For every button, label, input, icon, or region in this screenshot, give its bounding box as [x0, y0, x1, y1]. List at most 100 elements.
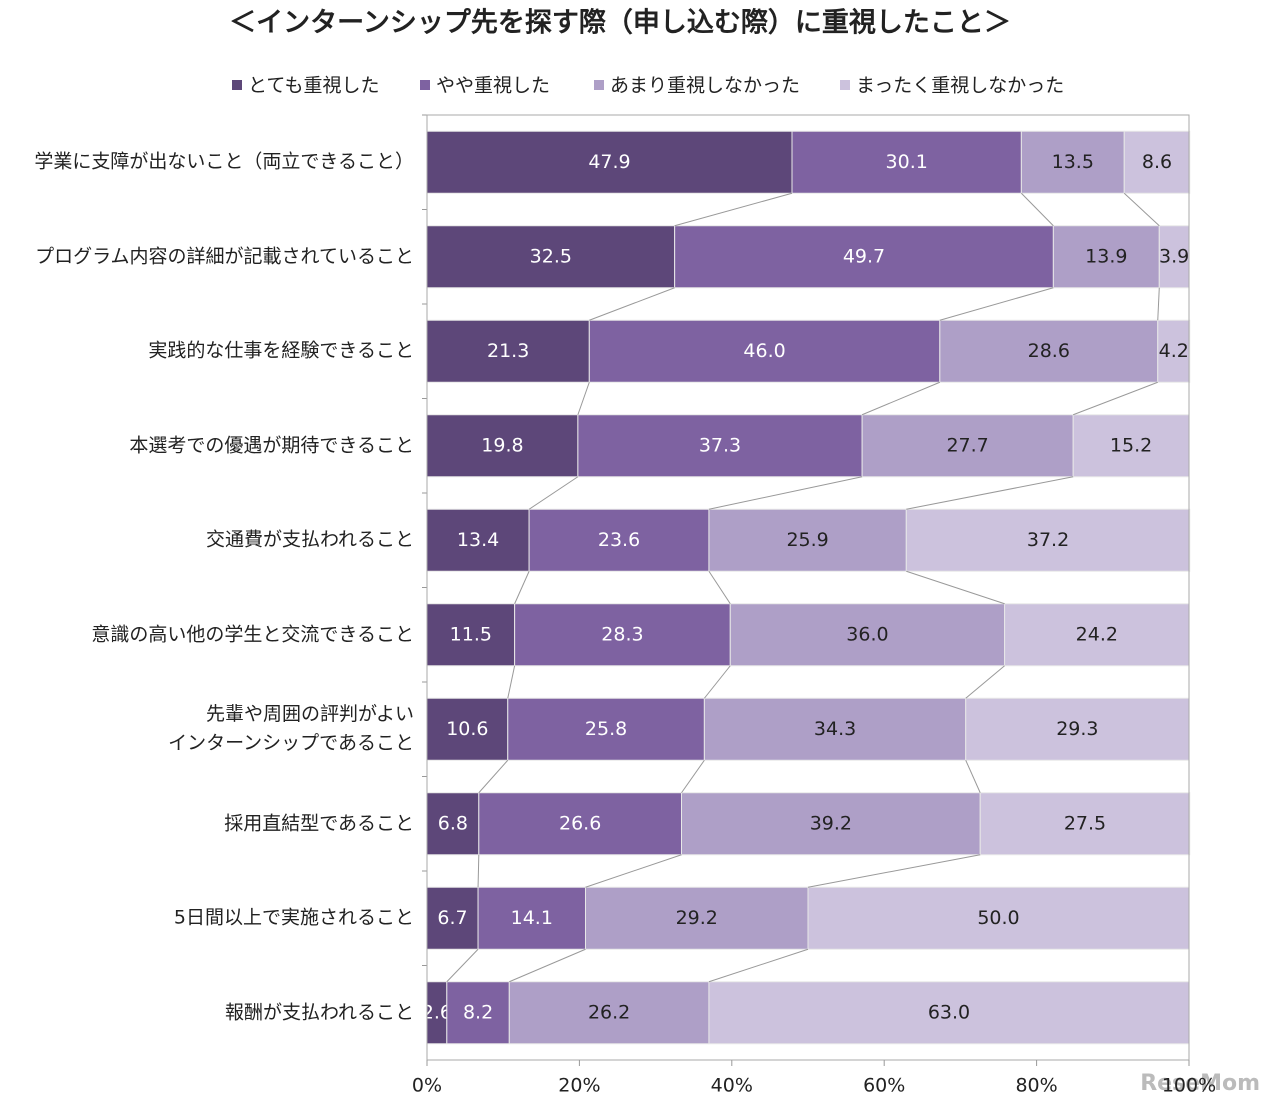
bar — [514, 603, 731, 667]
bar — [508, 981, 710, 1045]
legend-label: あまり重視しなかった — [610, 75, 800, 97]
value-label: 26.6 — [559, 812, 601, 834]
y-tick-label: 学業に支障が出ないこと（両立できること） — [34, 150, 414, 173]
value-label: 34.3 — [814, 718, 856, 740]
series-line — [446, 948, 479, 983]
bar — [584, 886, 809, 950]
series-line — [703, 665, 731, 699]
series-line — [1157, 287, 1160, 321]
value-label: 37.2 — [1027, 529, 1069, 551]
series-line — [906, 476, 1074, 510]
bar — [477, 886, 586, 950]
series-line — [528, 476, 579, 510]
x-tick-label: 40% — [711, 1075, 753, 1097]
series-line — [708, 570, 731, 605]
legend-label: まったく重視しなかった — [856, 75, 1064, 97]
value-label: 29.3 — [1056, 718, 1098, 740]
series-line — [965, 665, 1005, 699]
series-line — [514, 571, 530, 604]
value-label: 28.3 — [601, 623, 643, 645]
legend-marker — [420, 80, 430, 90]
x-tick-label: 60% — [863, 1075, 905, 1097]
series-line — [577, 382, 590, 415]
bar — [979, 792, 1191, 856]
series-line — [1072, 381, 1158, 416]
value-label: 3.9 — [1159, 245, 1189, 267]
value-label: 2.6 — [422, 1001, 452, 1023]
legend-marker — [840, 80, 850, 90]
y-tick-label: 5日間以上で実施されること — [173, 906, 414, 929]
value-label: 10.6 — [446, 718, 488, 740]
bar — [1158, 225, 1190, 289]
bar — [965, 697, 1190, 761]
bar — [708, 508, 907, 572]
series-line — [681, 759, 705, 794]
value-label: 47.9 — [588, 151, 630, 173]
x-tick-label: 100% — [1162, 1075, 1216, 1097]
y-tick-label: 先輩や周囲の評判がよい インターンシップであること — [168, 703, 414, 755]
series-line — [708, 948, 809, 983]
series-line — [939, 287, 1054, 321]
value-label: 28.6 — [1028, 340, 1070, 362]
value-label: 19.8 — [481, 434, 523, 456]
value-label: 23.6 — [598, 529, 640, 551]
bar — [588, 319, 941, 383]
series-line — [965, 760, 981, 793]
value-label: 14.1 — [511, 907, 553, 929]
value-label: 32.5 — [530, 245, 572, 267]
bar — [1157, 319, 1191, 383]
value-label: 13.4 — [457, 529, 499, 551]
value-label: 13.5 — [1052, 151, 1094, 173]
bar — [426, 130, 793, 194]
bar — [426, 697, 509, 761]
series-line — [507, 665, 516, 699]
bar — [1020, 130, 1125, 194]
bar — [1123, 130, 1191, 194]
legend-label: やや重視した — [436, 75, 550, 97]
bar — [708, 981, 1190, 1045]
value-label: 26.2 — [588, 1001, 630, 1023]
value-label: 27.5 — [1064, 812, 1106, 834]
bar — [1004, 603, 1190, 667]
x-tick-label: 80% — [1015, 1075, 1057, 1097]
y-tick-label: 採用直結型であること — [224, 812, 414, 835]
watermark: ReseMom — [1140, 1071, 1260, 1096]
y-tick-label: プログラム内容の詳細が記載されていること — [35, 245, 414, 268]
value-label: 6.8 — [438, 812, 468, 834]
bar — [426, 225, 676, 289]
value-label: 63.0 — [928, 1001, 970, 1023]
bar — [446, 981, 510, 1045]
x-tick-label: 0% — [412, 1075, 442, 1097]
value-label: 25.9 — [786, 529, 828, 551]
value-label: 49.7 — [843, 245, 885, 267]
bar — [905, 508, 1191, 572]
series-line — [807, 854, 981, 888]
bar — [528, 508, 710, 572]
bar — [478, 792, 683, 856]
bar — [674, 225, 1054, 289]
value-label: 39.2 — [810, 812, 852, 834]
bar — [426, 886, 479, 950]
value-label: 27.7 — [946, 434, 988, 456]
bar — [861, 414, 1074, 478]
bar — [426, 414, 579, 478]
y-tick-label: 本選考での優遇が期待できること — [129, 434, 414, 457]
series-line — [861, 381, 941, 416]
series-line — [708, 476, 863, 510]
series-line — [477, 854, 480, 888]
value-label: 36.0 — [846, 623, 888, 645]
series-line — [1123, 192, 1160, 227]
y-tick-label: 実践的な仕事を経験できること — [148, 339, 414, 362]
value-label: 13.9 — [1085, 245, 1127, 267]
value-label: 6.7 — [437, 907, 467, 929]
series-line — [674, 192, 793, 227]
value-label: 30.1 — [886, 151, 928, 173]
value-label: 25.8 — [585, 718, 627, 740]
value-label: 29.2 — [676, 907, 718, 929]
bar — [1052, 225, 1160, 289]
bar — [577, 414, 863, 478]
bar — [703, 697, 967, 761]
series-line — [906, 570, 1005, 605]
